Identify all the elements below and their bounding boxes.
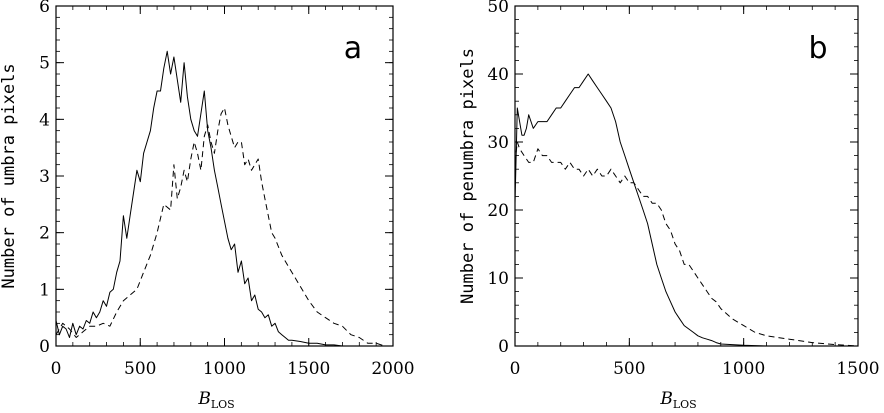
x-tick-label: 1000 bbox=[203, 359, 246, 379]
series-line-solid bbox=[55, 50, 393, 347]
y-tick-label: 50 bbox=[487, 0, 509, 17]
y-tick-label: 20 bbox=[487, 201, 509, 221]
y-tick-label: 4 bbox=[39, 110, 50, 130]
y-axis-label: Number of umbra pixels bbox=[0, 63, 19, 288]
y-axis-label: Number of penumbra pixels bbox=[458, 48, 478, 304]
series-line-dashed bbox=[55, 107, 393, 347]
y-tick-label: 2 bbox=[39, 224, 50, 244]
x-tick-label: 1500 bbox=[287, 359, 330, 379]
series-line-solid bbox=[514, 73, 858, 347]
chart-panel-a: 0 500 1000 1500 2000 0 1 2 3 4 5 6 a BLOS Number of um… bbox=[0, 0, 415, 411]
x-tick-label: 1500 bbox=[836, 359, 879, 379]
x-axis-label: BLOS bbox=[197, 389, 234, 408]
plot-frame bbox=[55, 5, 394, 347]
y-tick-label: 0 bbox=[498, 337, 509, 357]
x-tick-label: 0 bbox=[510, 359, 521, 379]
y-tick-label: 40 bbox=[487, 65, 509, 85]
series-line-dashed bbox=[514, 141, 859, 347]
y-tick-label: 5 bbox=[39, 54, 50, 74]
x-axis-label: BLOS bbox=[659, 389, 696, 408]
x-tick-label: 1000 bbox=[722, 359, 765, 379]
x-tick-label: 2000 bbox=[371, 359, 414, 379]
x-tick-label: 500 bbox=[124, 359, 156, 379]
panel-label: b bbox=[808, 31, 827, 66]
y-tick-label: 30 bbox=[487, 133, 509, 153]
y-tick-label: 10 bbox=[487, 269, 509, 289]
chart-panel-b: 0 500 1000 1500 0 10 20 30 40 50 b BLOS Number of pe… bbox=[458, 0, 880, 411]
plot-frame bbox=[514, 5, 859, 347]
y-tick-label: 1 bbox=[39, 280, 50, 300]
panel-label: a bbox=[344, 31, 362, 66]
y-tick-label: 6 bbox=[39, 0, 50, 17]
y-tick-label: 0 bbox=[39, 337, 50, 357]
x-tick-label: 500 bbox=[613, 359, 645, 379]
x-tick-label: 0 bbox=[51, 359, 62, 379]
y-tick-label: 3 bbox=[39, 167, 50, 187]
